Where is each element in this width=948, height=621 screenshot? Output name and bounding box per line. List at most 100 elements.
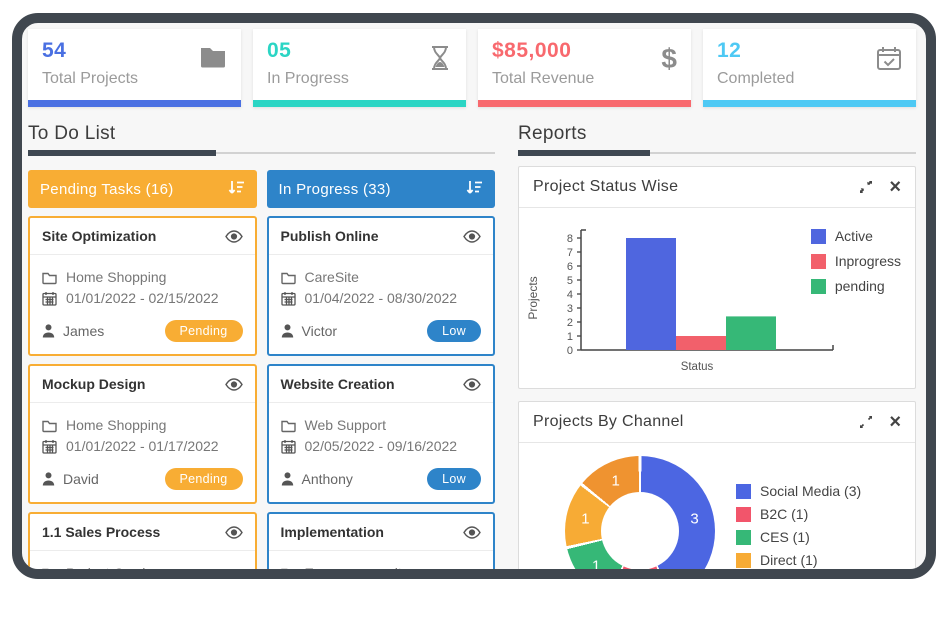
- expand-icon[interactable]: [859, 415, 873, 429]
- task-dates: 01/04/2022 - 08/30/2022: [304, 290, 458, 306]
- task-project: CareSite: [304, 269, 359, 285]
- task-assignee: Anthony: [301, 471, 353, 487]
- expand-icon[interactable]: [859, 180, 873, 194]
- legend-item-Active: Active: [810, 228, 901, 244]
- folder-icon: [280, 272, 296, 284]
- todo-section-title: To Do List: [28, 123, 116, 144]
- close-icon[interactable]: ×: [889, 176, 901, 198]
- task-dates: 01/01/2022 - 02/15/2022: [66, 290, 219, 306]
- kanban-header-in-progress[interactable]: In Progress (33): [266, 170, 495, 208]
- stat-value: 54: [42, 39, 67, 62]
- eye-icon[interactable]: [463, 229, 481, 243]
- legend-swatch: [810, 228, 826, 244]
- donut-chart: [565, 456, 715, 569]
- bar-chart-project-status: 0 1 2 3 4 5 6 7 8 Projects Status Active Inprogress…: [519, 208, 915, 388]
- person-icon: [42, 324, 55, 338]
- task-card[interactable]: 1.1 Sales Process Project Cryslas: [28, 512, 257, 579]
- svg-text:1: 1: [567, 331, 573, 343]
- task-dates: 02/05/2022 - 09/16/2022: [304, 438, 458, 454]
- task-card[interactable]: Publish Online CareSite 01/04/2022 - 08/…: [266, 216, 495, 356]
- status-badge: Low: [427, 320, 481, 342]
- legend-swatch: [736, 529, 751, 545]
- svg-text:8: 8: [567, 233, 573, 245]
- donut-chart-projects-by-channel: 31111 Social Media (3)B2C (1)CES (1)Dire…: [519, 443, 915, 580]
- bar-pending: [726, 316, 776, 350]
- legend-swatch: [810, 253, 826, 269]
- legend-swatch: [736, 483, 751, 499]
- stat-card-in-progress: 05 In Progress: [253, 29, 466, 107]
- legend-item-CES: CES (1): [736, 529, 895, 545]
- kanban-header-pending[interactable]: Pending Tasks (16): [28, 170, 257, 208]
- reports-section-title: Reports: [518, 123, 587, 144]
- kanban-column-pending: Pending Tasks (16) Site Optimization: [28, 170, 257, 579]
- sort-amount-desc-icon[interactable]: [466, 180, 483, 199]
- svg-text:7: 7: [567, 247, 573, 259]
- stat-value: 12: [717, 39, 742, 62]
- sort-amount-desc-icon[interactable]: [228, 180, 245, 199]
- task-dates: 01/01/2022 - 01/17/2022: [66, 438, 219, 454]
- donut-slice-label-B2C: 1: [636, 579, 644, 580]
- hourglass-icon: [428, 45, 452, 71]
- svg-text:Status: Status: [681, 361, 714, 373]
- legend-swatch: [736, 506, 751, 522]
- legend-item-Direct: Direct (1): [736, 552, 895, 568]
- folder-icon: [42, 420, 57, 432]
- person-icon: [42, 472, 55, 486]
- bar-chart-legend: Active Inprogress pending: [810, 228, 901, 303]
- eye-icon[interactable]: [224, 229, 243, 243]
- calendar-icon: [280, 291, 296, 306]
- svg-text:4: 4: [567, 289, 573, 301]
- stat-card-total-revenue: $85,000 Total Revenue $: [478, 29, 691, 107]
- dollar-icon: $: [661, 43, 677, 74]
- report-card-title: Projects By Channel: [533, 413, 684, 430]
- task-title: 1.1 Sales Process: [42, 524, 161, 540]
- legend-item-pending: pending: [810, 278, 901, 294]
- task-project: E-commerce site: [304, 565, 410, 579]
- task-card[interactable]: Mockup Design Home Shopping 01/01/2022 -…: [28, 364, 257, 504]
- calendar-icon: [42, 291, 57, 306]
- task-card[interactable]: Site Optimization Home Shopping 01/01/20…: [28, 216, 257, 356]
- task-project: Project Cryslas: [66, 565, 161, 579]
- calendar-icon: [42, 439, 57, 454]
- eye-icon[interactable]: [224, 525, 243, 539]
- svg-text:3: 3: [567, 303, 573, 315]
- task-card[interactable]: Implementation E-commerce site: [266, 512, 495, 579]
- kanban-header-label: In Progress (33): [278, 180, 391, 198]
- close-icon[interactable]: ×: [889, 411, 901, 433]
- report-card-projects-by-channel: Projects By Channel × 31111 Social Media…: [518, 401, 916, 580]
- legend-item-Facebook channel: Facebook channel (1): [736, 575, 895, 579]
- bar-Inprogress: [676, 336, 726, 350]
- eye-icon[interactable]: [463, 525, 481, 539]
- dashboard-frame: 54 Total Projects 05 In Progress $85,000…: [12, 13, 936, 579]
- task-project: Home Shopping: [66, 269, 167, 285]
- eye-icon[interactable]: [224, 377, 243, 391]
- folder-icon: [199, 45, 227, 69]
- stat-accent-bar: [478, 100, 691, 107]
- stat-accent-bar: [703, 100, 916, 107]
- calendar-icon: [280, 439, 296, 454]
- kanban-header-label: Pending Tasks (16): [40, 180, 174, 198]
- task-assignee: James: [63, 323, 105, 339]
- calendar-check-icon: [876, 45, 902, 71]
- todo-title-underline: [28, 150, 495, 156]
- stat-card-total-projects: 54 Total Projects: [28, 29, 241, 107]
- eye-icon[interactable]: [463, 377, 481, 391]
- status-badge: Pending: [164, 320, 243, 342]
- status-badge: Pending: [164, 468, 243, 490]
- folder-icon: [42, 272, 57, 284]
- stat-card-completed: 12 Completed: [703, 29, 916, 107]
- report-card-project-status: Project Status Wise × 0 1 2 3 4 5 6 7 8 Projects S…: [518, 166, 916, 389]
- task-title: Publish Online: [280, 228, 379, 244]
- person-icon: [281, 472, 293, 486]
- svg-text:6: 6: [567, 261, 573, 273]
- bar-Active: [626, 238, 676, 350]
- task-card[interactable]: Website Creation Web Support 02/05/2022 …: [266, 364, 495, 504]
- folder-icon: [280, 420, 296, 432]
- donut-chart-legend: Social Media (3) B2C (1) CES (1) Direct (1)…: [736, 483, 895, 579]
- status-badge: Low: [427, 468, 481, 490]
- task-assignee: Victor: [301, 323, 338, 339]
- legend-swatch: [736, 552, 751, 568]
- stat-value: $85,000: [492, 39, 572, 62]
- task-project: Home Shopping: [66, 417, 167, 433]
- dashboard-content: 54 Total Projects 05 In Progress $85,000…: [22, 23, 926, 580]
